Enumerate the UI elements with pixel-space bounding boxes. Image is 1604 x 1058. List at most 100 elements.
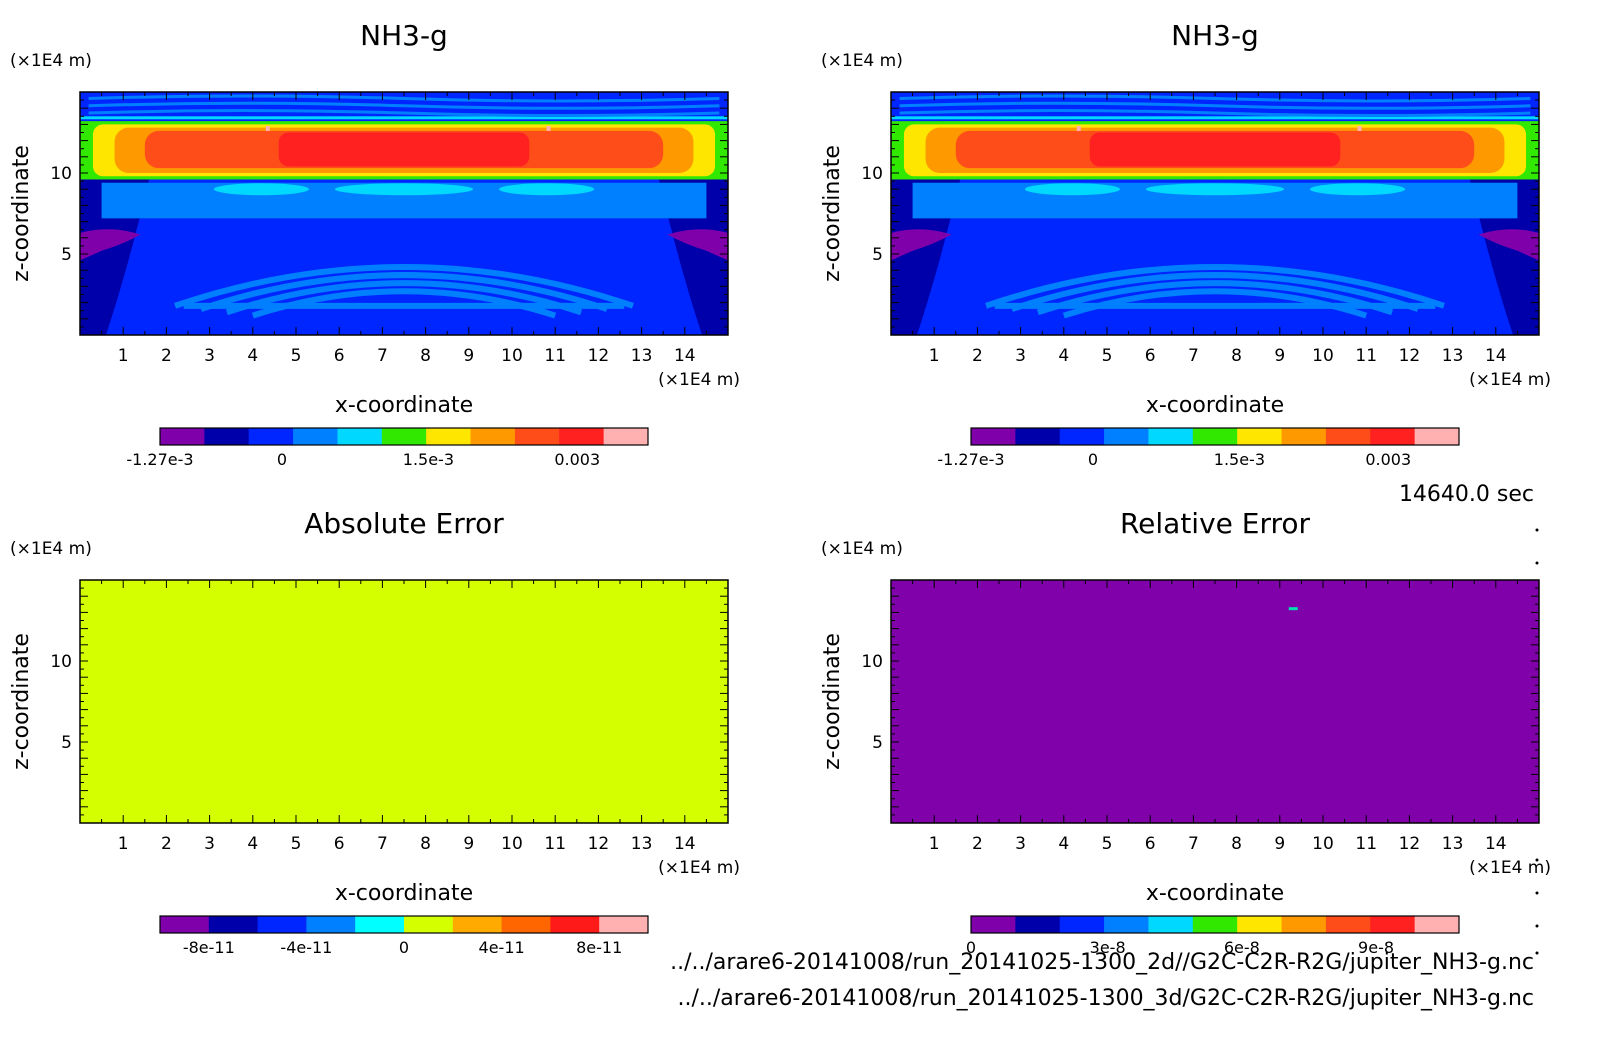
colorbar-swatch xyxy=(404,916,454,933)
y-tick-label: 10 xyxy=(50,652,72,672)
y-tick-label: 5 xyxy=(61,245,72,265)
file-path-3d: ../../arare6-20141008/run_20141025-1300_… xyxy=(677,986,1535,1011)
field-line-cyan xyxy=(891,116,1539,120)
x-tick-label: 11 xyxy=(1355,834,1377,854)
margin-dots xyxy=(1535,528,1539,955)
x-tick-label: 10 xyxy=(501,346,523,366)
y-tick-label: 10 xyxy=(50,164,72,184)
field-layer-peak xyxy=(1357,126,1362,132)
colorbar-swatch xyxy=(1015,916,1061,933)
field-cyan-blob xyxy=(1145,183,1285,196)
x-tick-label: 1 xyxy=(118,834,129,854)
field-cyan-blob xyxy=(334,183,474,196)
chart-title: NH3-g xyxy=(1171,19,1259,52)
field-upper-band xyxy=(899,94,1531,103)
x-tick-label: 3 xyxy=(1015,346,1026,366)
colorbar-tick-label: 6e-8 xyxy=(1224,938,1260,957)
y-axis-label: z-coordinate xyxy=(820,633,845,770)
y-axis: 5 10 xyxy=(50,579,728,816)
x-tick-label: 14 xyxy=(674,834,696,854)
colorbar-tick-label: -1.27e-3 xyxy=(937,450,1004,469)
margin-dot xyxy=(1535,528,1539,532)
x-tick-label: 3 xyxy=(204,834,215,854)
y-axis-label: z-coordinate xyxy=(820,145,845,282)
field-upper-band xyxy=(899,109,1531,118)
chart-title: Absolute Error xyxy=(304,507,504,540)
colorbar-swatch xyxy=(603,428,649,445)
plot-field xyxy=(891,92,1539,335)
colorbar-swatch xyxy=(1325,916,1371,933)
x-tick-label: 8 xyxy=(1231,346,1242,366)
colorbar-swatch xyxy=(160,428,205,445)
x-tick-label: 5 xyxy=(291,346,302,366)
y-unit-label: (×1E4 m) xyxy=(821,51,903,71)
y-tick-label: 5 xyxy=(61,733,72,753)
x-tick-label: 4 xyxy=(1058,834,1069,854)
x-tick-label: 11 xyxy=(544,834,566,854)
chart-title: NH3-g xyxy=(360,19,448,52)
margin-dot xyxy=(1535,561,1539,565)
x-tick-label: 6 xyxy=(1145,834,1156,854)
field-cyan-blob xyxy=(213,183,309,196)
colorbar-swatch xyxy=(1370,916,1416,933)
x-tick-label: 7 xyxy=(1188,834,1199,854)
x-tick-label: 10 xyxy=(1312,346,1334,366)
x-tick-label: 11 xyxy=(1355,346,1377,366)
field-layer-peak xyxy=(265,126,270,132)
field-upper-band xyxy=(88,101,720,110)
colorbar: -1.27e-3 0 1.5e-3 0.003 xyxy=(126,427,649,469)
colorbar-swatch xyxy=(1414,916,1460,933)
x-tick-label: 9 xyxy=(463,346,474,366)
field-patch-left xyxy=(891,229,952,261)
x-tick-label: 5 xyxy=(1102,346,1113,366)
y-tick-label: 10 xyxy=(861,164,883,184)
plot-field xyxy=(891,580,1539,823)
chart-title: Relative Error xyxy=(1120,507,1311,540)
colorbar-swatch xyxy=(248,428,294,445)
colorbar-swatch xyxy=(514,428,560,445)
y-tick-label: 5 xyxy=(872,245,883,265)
y-unit-label: (×1E4 m) xyxy=(10,539,92,559)
colorbar-swatch xyxy=(426,428,472,445)
file-path-2d: ../../arare6-20141008/run_20141025-1300_… xyxy=(670,950,1534,975)
colorbar-swatch xyxy=(306,916,356,933)
field-upper-band xyxy=(88,94,720,103)
x-axis-label: x-coordinate xyxy=(1146,881,1284,906)
colorbar-tick-label: 0.003 xyxy=(554,450,600,469)
x-tick-label: 12 xyxy=(588,834,610,854)
colorbar-tick-label: 4e-11 xyxy=(479,938,525,957)
colorbar-tick-label: 0 xyxy=(966,938,976,957)
field-patch-left xyxy=(80,229,141,261)
colorbar-swatch xyxy=(452,916,503,933)
colorbar-swatch xyxy=(1370,428,1416,445)
colorbar-swatch xyxy=(1148,916,1194,933)
field-cyan-blob xyxy=(499,183,595,196)
field-cyan-blob xyxy=(1310,183,1406,196)
colorbar-swatch xyxy=(337,428,383,445)
x-tick-label: 1 xyxy=(929,834,940,854)
x-tick-label: 3 xyxy=(204,346,215,366)
colorbar-swatch xyxy=(1059,428,1105,445)
field-spot xyxy=(1288,607,1298,611)
colorbar-swatch xyxy=(971,428,1016,445)
x-unit-label: (×1E4 m) xyxy=(658,370,740,390)
margin-dot xyxy=(1535,924,1539,928)
colorbar-swatch xyxy=(1325,428,1371,445)
x-tick-label: 4 xyxy=(247,834,258,854)
margin-dot xyxy=(1535,891,1539,895)
x-tick-label: 4 xyxy=(1058,346,1069,366)
colorbar-swatch xyxy=(599,916,649,933)
x-tick-label: 9 xyxy=(1274,834,1285,854)
colorbar-tick-label: -4e-11 xyxy=(280,938,332,957)
x-tick-label: 13 xyxy=(1442,834,1464,854)
colorbar-swatch xyxy=(501,916,551,933)
colorbar-tick-label: 0 xyxy=(1088,450,1098,469)
y-axis: 5 10 xyxy=(50,91,728,328)
colorbar-swatch xyxy=(559,428,605,445)
field-fill xyxy=(80,580,728,823)
colorbar-tick-label: 1.5e-3 xyxy=(403,450,454,469)
colorbar-swatch xyxy=(204,428,250,445)
y-unit-label: (×1E4 m) xyxy=(10,51,92,71)
colorbar-swatch xyxy=(208,916,259,933)
